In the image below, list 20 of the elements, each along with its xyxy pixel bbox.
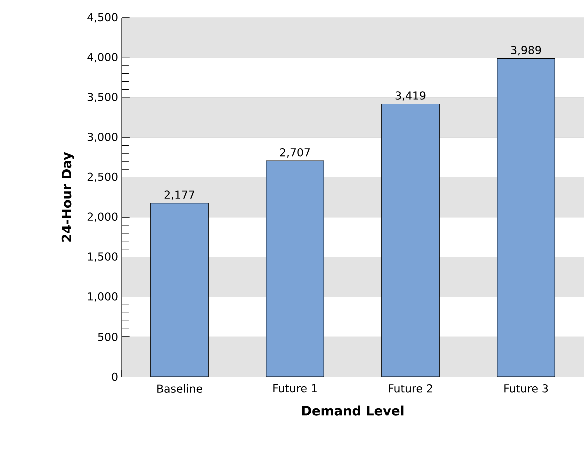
data-label: 2,177 <box>164 190 194 200</box>
y-tick-label: 1,500 <box>88 252 118 262</box>
y-tick-label: 2,500 <box>88 172 118 182</box>
x-tick-label: Future 3 <box>504 384 548 393</box>
y-tick-label: 3,500 <box>88 93 118 102</box>
y-tick-label: 500 <box>98 332 118 342</box>
x-tick-label: Baseline <box>158 384 202 393</box>
y-tick-label: 4,500 <box>88 13 118 23</box>
y-tick-label: 3,000 <box>88 132 118 142</box>
y-axis-title: 24-Hour Day <box>62 152 74 242</box>
y-tick-label: 0 <box>112 372 118 382</box>
x-tick-label: Future 2 <box>389 384 432 393</box>
x-axis-title: Demand Level <box>302 406 404 416</box>
x-tick-label: Future 1 <box>274 384 317 393</box>
y-tick-label: 4,000 <box>88 53 118 63</box>
data-label: 2,707 <box>280 148 310 158</box>
y-tick-label: 1,000 <box>88 292 118 302</box>
y-tick-label: 2,000 <box>88 212 118 222</box>
data-label: 3,419 <box>396 92 426 102</box>
data-label: 3,989 <box>511 46 542 56</box>
